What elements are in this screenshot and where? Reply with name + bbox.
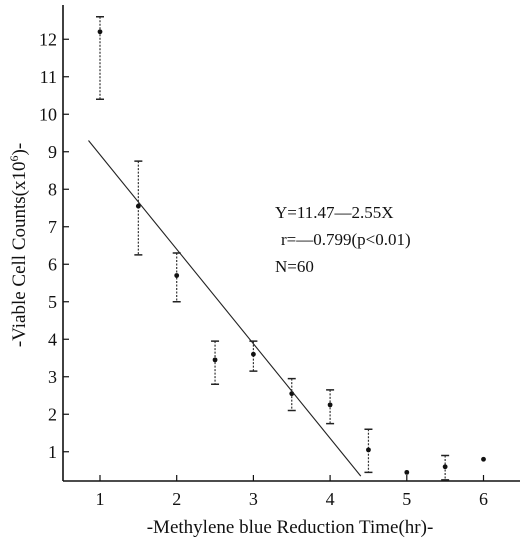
regression-line-group: [88, 140, 362, 477]
sample-size: N=60: [275, 257, 314, 276]
regression-line: [88, 140, 362, 477]
y-tick-label: 3: [48, 367, 57, 387]
y-tick-label: 10: [39, 104, 57, 124]
y-tick-label: 4: [48, 329, 57, 349]
y-axis-title: -Viable Cell Counts(x106)-: [7, 143, 30, 347]
x-tick-label: 3: [249, 489, 258, 509]
data-point: [251, 351, 256, 357]
x-tick-label: 5: [402, 489, 411, 509]
data-point: [481, 456, 486, 462]
data-point: [135, 203, 141, 209]
x-tick-label: 6: [479, 489, 488, 509]
x-axis-title: -Methylene blue Reduction Time(hr)-: [147, 517, 434, 538]
data-point: [174, 273, 180, 278]
x-tick-label: 4: [326, 489, 335, 509]
y-axis-title-exponent: 6: [7, 155, 21, 161]
regression-equation: Y=11.47—2.55X: [275, 203, 394, 222]
data-point: [97, 29, 103, 35]
y-tick-label: 9: [48, 142, 57, 162]
y-tick-label: 5: [48, 292, 57, 312]
data-point: [327, 402, 333, 408]
y-tick-label: 7: [48, 217, 57, 237]
y-tick-label: 8: [48, 179, 57, 199]
data-points: [97, 29, 486, 475]
y-axis-title-main: -Viable Cell Counts(x10: [9, 161, 30, 347]
y-tick-label: 6: [48, 254, 57, 274]
x-axis-ticks: 1 2 3 4 5 6: [96, 475, 488, 509]
data-point: [442, 464, 448, 470]
x-tick-label: 1: [96, 489, 105, 509]
x-tick-label: 2: [172, 489, 181, 509]
axes: [62, 5, 520, 482]
y-tick-label: 2: [48, 404, 57, 424]
correlation-coefficient: r=—0.799(p<0.01): [281, 230, 411, 249]
data-point: [366, 447, 371, 453]
y-tick-label: 11: [40, 67, 57, 87]
data-point: [212, 357, 218, 363]
data-point: [404, 469, 410, 475]
y-tick-label: 1: [48, 442, 57, 462]
y-tick-label: 12: [39, 29, 57, 49]
y-axis-title-end: )-: [9, 143, 30, 156]
